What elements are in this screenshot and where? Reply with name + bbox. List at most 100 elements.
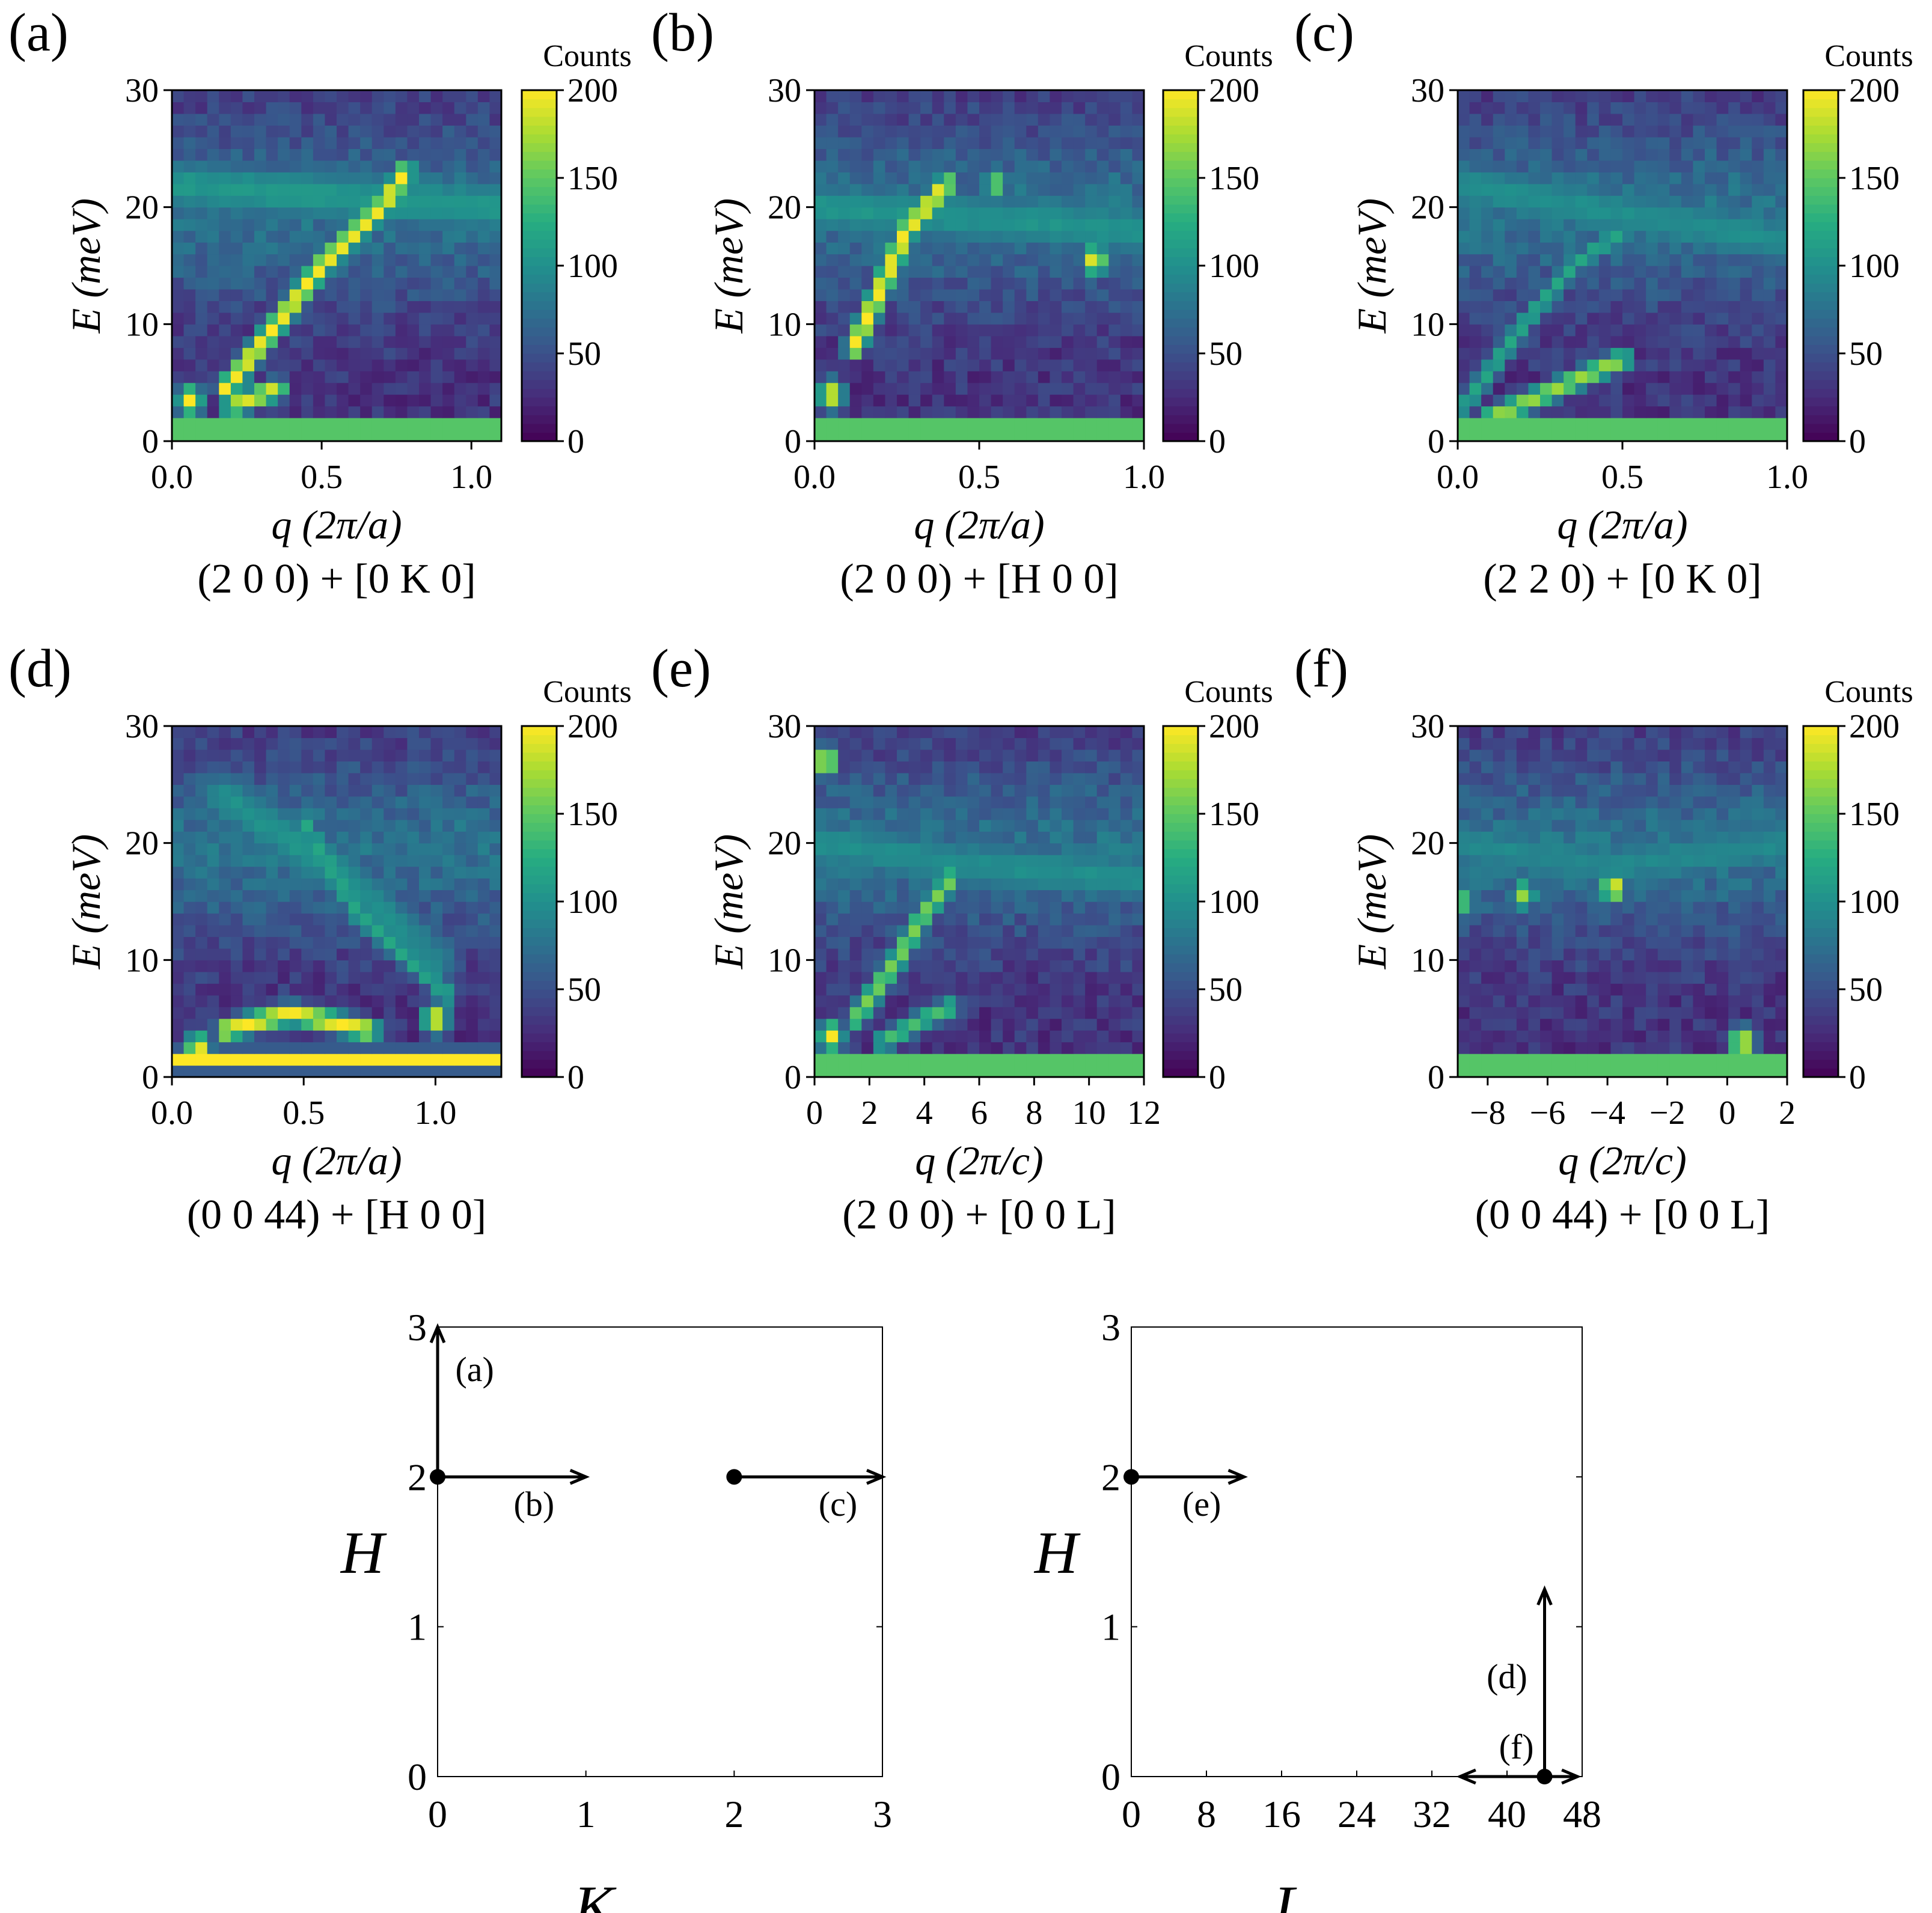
heatmap-cell xyxy=(1458,1042,1470,1054)
heatmap-cell xyxy=(266,819,278,832)
heatmap-cell xyxy=(254,90,267,103)
heatmap-cell xyxy=(885,796,897,808)
heatmap-cell xyxy=(219,219,231,231)
heatmap-cell xyxy=(1085,335,1098,348)
heatmap-cell xyxy=(908,1030,921,1043)
heatmap-cell xyxy=(1469,335,1482,348)
heatmap-cell xyxy=(1050,948,1062,960)
heatmap-cell xyxy=(419,382,432,395)
heatmap-cell xyxy=(1469,1054,1482,1066)
heatmap-cell xyxy=(1038,102,1051,114)
heatmap-cell xyxy=(861,726,874,739)
heatmap-cell xyxy=(1657,335,1670,348)
heatmap-cell xyxy=(1646,382,1658,395)
heatmap-cell xyxy=(278,242,290,255)
heatmap-cell xyxy=(1026,148,1039,161)
heatmap-cell xyxy=(1551,960,1564,972)
heatmap-cell xyxy=(1003,288,1015,301)
colorbar-segment xyxy=(1163,344,1198,354)
heatmap-cell xyxy=(1763,277,1776,290)
colorbar-tick-label: 200 xyxy=(1849,72,1900,109)
heatmap-cell xyxy=(1587,90,1600,103)
heatmap-cell xyxy=(1038,1042,1051,1054)
heatmap-cell xyxy=(183,183,196,196)
heatmap-cell xyxy=(885,936,897,949)
heatmap-cell xyxy=(1610,242,1623,255)
heatmap-cell xyxy=(1516,207,1529,219)
heatmap-cell xyxy=(384,1030,396,1043)
heatmap-cell xyxy=(1038,796,1051,808)
heatmap-cell xyxy=(1705,913,1717,926)
heatmap-cell xyxy=(407,183,420,196)
heatmap-cell xyxy=(1014,160,1027,172)
heatmap-cell xyxy=(454,983,466,996)
heatmap-cell xyxy=(1564,382,1576,395)
heatmap-cell xyxy=(371,866,384,879)
heatmap-cell xyxy=(815,406,827,418)
heatmap-cell xyxy=(301,1065,314,1078)
heatmap-cell xyxy=(419,924,432,937)
heatmap-cell xyxy=(932,136,944,149)
colorbar-segment xyxy=(1163,945,1198,955)
heatmap-cell xyxy=(1085,995,1098,1007)
heatmap-cell xyxy=(1493,1030,1505,1043)
heatmap-cell xyxy=(289,195,302,208)
heatmap-cell xyxy=(1669,160,1682,172)
heatmap-cell xyxy=(219,784,231,797)
heatmap-cell xyxy=(207,172,219,185)
heatmap-cell xyxy=(242,394,255,407)
heatmap-cell xyxy=(861,737,874,750)
heatmap-cell xyxy=(1516,160,1529,172)
heatmap-cell xyxy=(1096,913,1109,926)
heatmap-cell xyxy=(1564,902,1576,914)
colorbar-segment xyxy=(522,90,557,100)
heatmap-cell xyxy=(1469,913,1482,926)
heatmap-cell xyxy=(826,242,839,255)
heatmap-cell xyxy=(442,136,455,149)
heatmap-cell xyxy=(313,207,326,219)
colorbar-segment xyxy=(1803,142,1838,152)
heatmap-cell xyxy=(1728,1042,1741,1054)
heatmap-cell xyxy=(1026,971,1039,984)
heatmap-cell xyxy=(1481,312,1494,325)
heatmap-cell xyxy=(920,382,933,395)
heatmap-cell xyxy=(826,983,839,996)
heatmap-cell xyxy=(1505,394,1517,407)
heatmap-cell xyxy=(489,148,502,161)
heatmap-cell xyxy=(873,855,886,867)
heatmap-cell xyxy=(944,125,956,138)
heatmap-cell xyxy=(172,136,185,149)
colorbar-segment xyxy=(522,283,557,293)
heatmap-cell xyxy=(1469,948,1482,960)
heatmap-cell xyxy=(1458,429,1470,442)
heatmap-cell xyxy=(1740,335,1752,348)
heatmap-cell xyxy=(1026,749,1039,761)
heatmap-cell xyxy=(442,125,455,138)
heatmap-cell xyxy=(395,195,408,208)
heatmap-cell xyxy=(1516,406,1529,418)
heatmap-cell xyxy=(430,995,443,1007)
x-axis-label: q (2π/a) xyxy=(271,502,402,548)
heatmap-cell xyxy=(1050,230,1062,243)
heatmap-cell xyxy=(195,995,208,1007)
heatmap-cell xyxy=(254,749,267,761)
colorbar-segment xyxy=(1803,283,1838,293)
heatmap-cell xyxy=(944,936,956,949)
heatmap-cell xyxy=(230,878,243,891)
heatmap-cell xyxy=(1132,749,1145,761)
heatmap-cell xyxy=(407,796,420,808)
heatmap-cell xyxy=(1108,761,1121,773)
heatmap-cell xyxy=(1681,394,1694,407)
heatmap-cell xyxy=(1014,1030,1027,1043)
heatmap-cell xyxy=(979,219,992,231)
heatmap-cell xyxy=(838,266,851,278)
heatmap-cell xyxy=(1108,1065,1121,1078)
heatmap-cell xyxy=(430,749,443,761)
heatmap-cell xyxy=(371,90,384,103)
heatmap-cell xyxy=(1575,382,1588,395)
heatmap-cell xyxy=(1752,995,1764,1007)
heatmap-cell xyxy=(1528,394,1541,407)
heatmap-cell xyxy=(1752,429,1764,442)
heatmap-cell xyxy=(1096,172,1109,185)
heatmap-cell xyxy=(313,796,326,808)
